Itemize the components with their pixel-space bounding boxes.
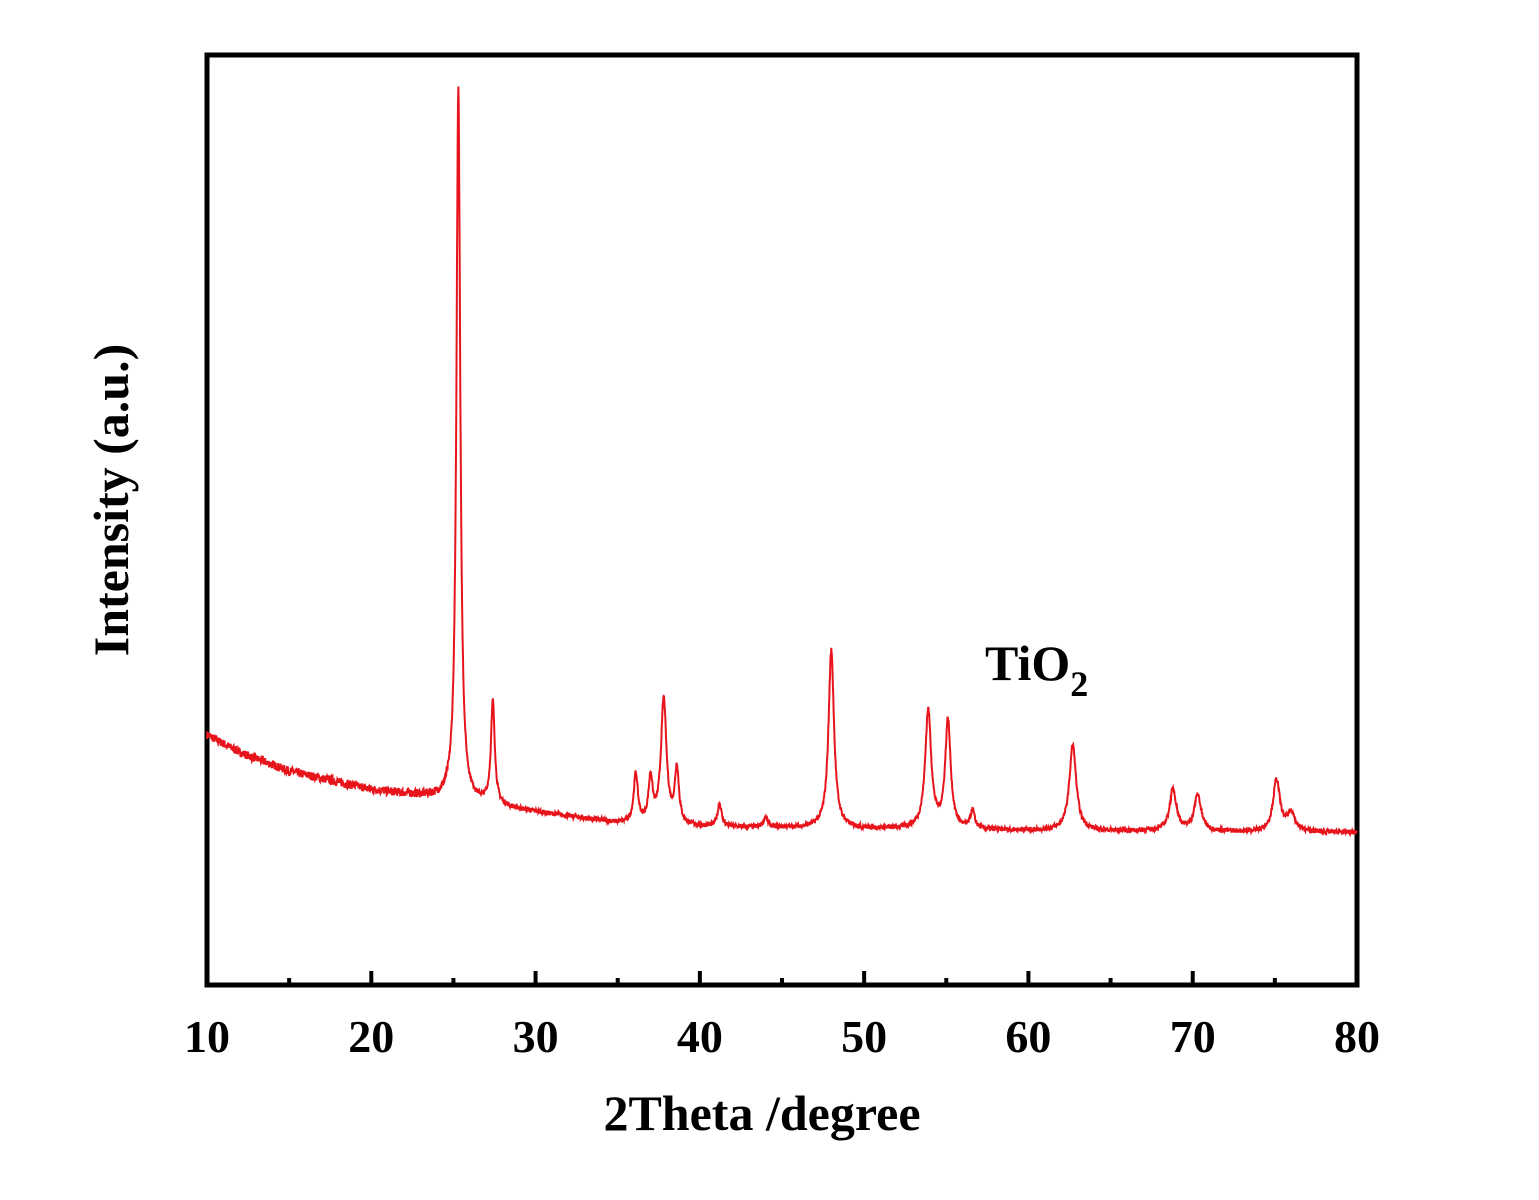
x-tick-label-50: 50 xyxy=(841,1011,887,1062)
x-tick-label-20: 20 xyxy=(348,1011,394,1062)
x-axis-tick-labels: 10 20 30 40 50 60 70 80 xyxy=(184,1011,1380,1062)
annotation-tio2: TiO2 xyxy=(985,635,1088,704)
x-tick-label-40: 40 xyxy=(677,1011,723,1062)
x-tick-label-10: 10 xyxy=(184,1011,230,1062)
x-tick-label-80: 80 xyxy=(1334,1011,1380,1062)
plot-frame xyxy=(204,52,1360,988)
x-axis-title: 2Theta /degree xyxy=(603,1085,920,1141)
x-tick-label-70: 70 xyxy=(1170,1011,1216,1062)
y-axis-title: Intensity (a.u.) xyxy=(83,344,139,657)
x-tick-label-60: 60 xyxy=(1005,1011,1051,1062)
series-line-tio2 xyxy=(206,86,1358,838)
x-axis-ticks xyxy=(205,971,1359,985)
x-tick-label-30: 30 xyxy=(513,1011,559,1062)
